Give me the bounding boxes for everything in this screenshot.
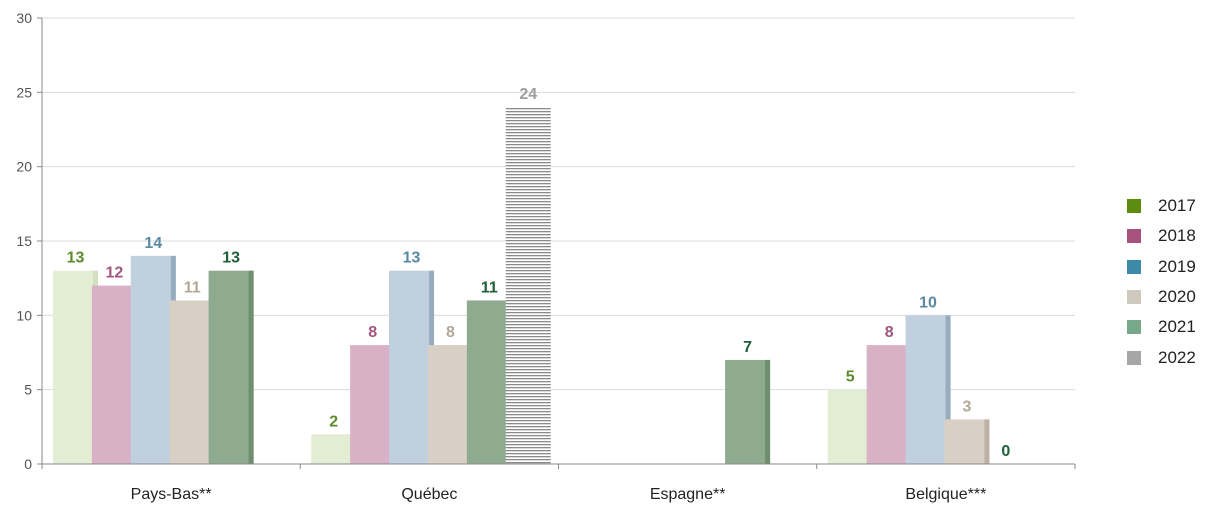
bar: [466, 300, 512, 464]
x-tick-label: Québec: [401, 486, 457, 503]
bar: [827, 389, 873, 464]
bar: [427, 345, 473, 464]
legend-item: 2022: [1127, 342, 1196, 372]
legend-item: 2021: [1127, 312, 1196, 342]
bar-edge: [248, 270, 254, 464]
data-labels: 13 2 5 12 8 8 14 13 10 11 8 3 13 11 7 0 24: [67, 86, 1011, 460]
data-label: 11: [481, 279, 498, 296]
y-tick-label: 20: [16, 159, 32, 175]
x-tick-label: Belgique***: [905, 486, 986, 503]
bar-edge: [945, 315, 951, 464]
bar: [505, 107, 551, 464]
legend-item: 2017: [1127, 191, 1196, 221]
legend-swatch: [1127, 350, 1141, 365]
x-tick-label: Espagne**: [650, 486, 726, 503]
data-label: 0: [1001, 443, 1010, 460]
bar: [389, 270, 435, 464]
data-label: 13: [67, 250, 85, 267]
bar: [130, 255, 176, 464]
data-label: 10: [919, 294, 937, 311]
y-tick-label: 30: [16, 10, 32, 26]
bar: [350, 345, 396, 464]
bar-edge: [984, 419, 990, 464]
bar: [208, 270, 254, 464]
data-label: 5: [846, 369, 855, 386]
y-tick-label: 5: [24, 382, 32, 398]
legend-label: 2021: [1158, 317, 1196, 337]
bar: [91, 285, 137, 464]
data-label: 24: [519, 86, 537, 103]
legend-swatch: [1127, 199, 1141, 214]
bars: [53, 107, 990, 464]
legend-swatch: [1127, 320, 1141, 335]
data-label: 8: [885, 324, 894, 341]
bar: [866, 345, 912, 464]
legend-swatch: [1127, 259, 1141, 274]
y-axis: 0 5 10 15 20 25 30: [16, 10, 43, 472]
data-label: 12: [106, 265, 124, 282]
data-label: 7: [743, 339, 752, 356]
legend-label: 2022: [1158, 347, 1196, 367]
legend-swatch: [1127, 290, 1141, 305]
y-tick-label: 10: [16, 307, 32, 323]
bar-edge: [765, 359, 771, 464]
data-label: 3: [962, 398, 971, 415]
bar: [53, 270, 98, 464]
data-label: 13: [222, 250, 240, 267]
y-tick-label: 25: [16, 84, 32, 100]
legend-label: 2018: [1158, 226, 1196, 246]
legend: 2017 2018 2019 2020 2021 2022: [1127, 191, 1196, 373]
bar: [944, 419, 990, 464]
data-label: 2: [329, 413, 338, 430]
data-label: 11: [184, 279, 201, 296]
legend-label: 2020: [1158, 287, 1196, 307]
legend-label: 2019: [1158, 256, 1196, 276]
bar: [169, 300, 215, 464]
bar: [725, 359, 771, 464]
y-tick-label: 15: [16, 233, 32, 249]
legend-label: 2017: [1158, 196, 1196, 216]
data-label: 13: [403, 250, 421, 267]
data-label: 14: [144, 235, 162, 252]
x-axis: Pays-Bas** Québec Espagne** Belgique***: [41, 463, 1076, 503]
legend-item: 2018: [1127, 221, 1196, 251]
bar: [311, 434, 357, 464]
data-label: 8: [446, 324, 455, 341]
legend-item: 2019: [1127, 252, 1196, 282]
y-tick-label: 0: [24, 456, 32, 472]
legend-item: 2020: [1127, 282, 1196, 312]
x-tick-label: Pays-Bas**: [131, 486, 212, 503]
data-label: 8: [368, 324, 377, 341]
legend-swatch: [1127, 229, 1141, 244]
bar: [905, 315, 951, 464]
